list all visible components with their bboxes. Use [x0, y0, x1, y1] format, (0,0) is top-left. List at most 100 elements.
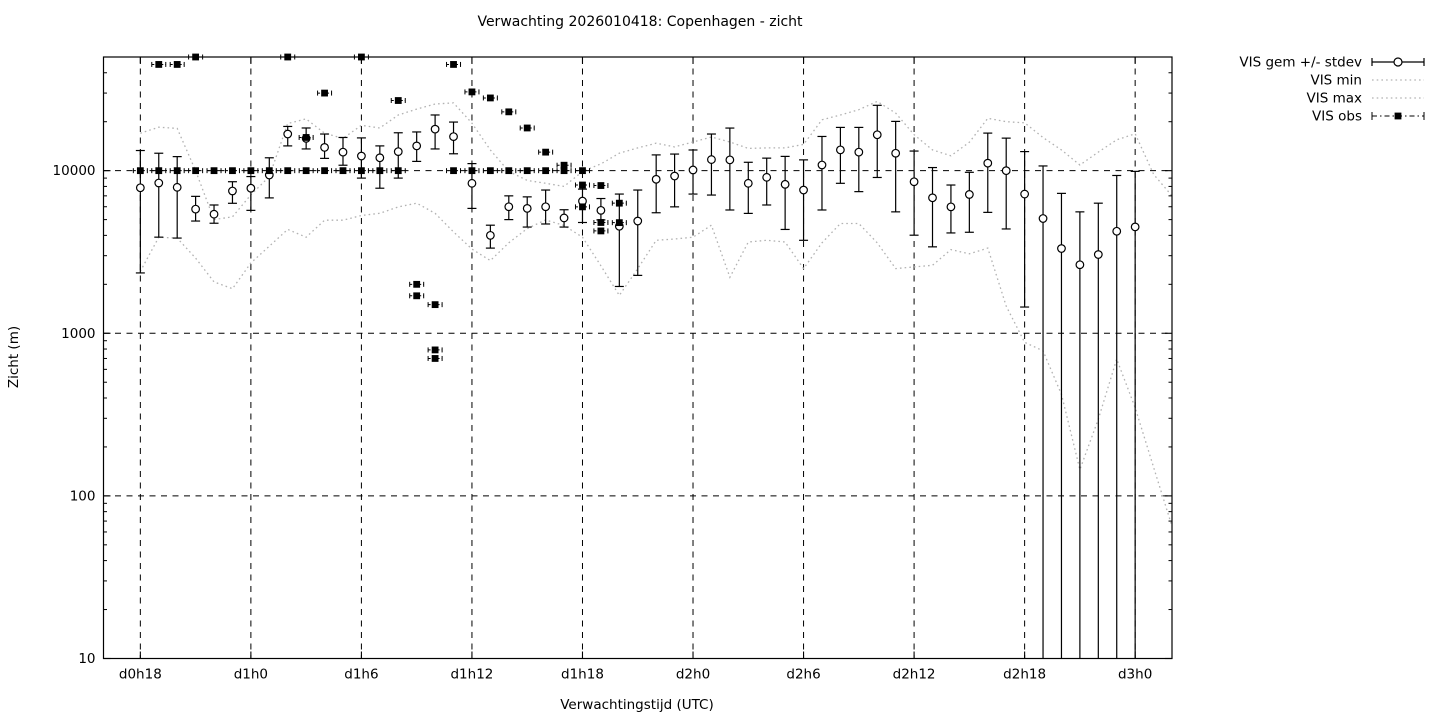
- gem-point: [725, 127, 735, 211]
- gem-point: [338, 136, 348, 166]
- gem-mean-marker: [688, 165, 698, 175]
- obs-point: [353, 167, 369, 175]
- y-tick-label: 100: [70, 488, 96, 504]
- gem-point: [596, 197, 606, 221]
- gem-mean-marker: [909, 177, 919, 187]
- obs-square-marker: [339, 167, 347, 175]
- obs-point: [556, 167, 572, 175]
- obs-point: [593, 227, 609, 235]
- gem-mean-marker: [172, 182, 182, 192]
- gem-mean-marker: [725, 155, 735, 165]
- gem-point: [541, 189, 551, 225]
- obs-point: [206, 167, 222, 175]
- gem-point: [264, 157, 274, 199]
- gem-mean-marker: [357, 151, 366, 161]
- gem-point: [375, 145, 385, 189]
- obs-point: [593, 219, 609, 226]
- gem-point: [1020, 150, 1030, 308]
- gem-point: [614, 193, 624, 288]
- gem-point: [872, 104, 882, 179]
- vis-max-line: [140, 100, 1173, 221]
- obs-square-marker: [136, 167, 144, 175]
- gem-point: [762, 157, 772, 206]
- x-tick-label: d1h0: [234, 667, 268, 683]
- obs-square-marker: [560, 161, 568, 169]
- gem-point: [246, 175, 256, 211]
- gem-mean-marker: [393, 147, 403, 156]
- gem-point: [283, 125, 293, 147]
- obs-point: [243, 167, 259, 175]
- x-tick-label: d1h12: [450, 667, 493, 683]
- legend-label-max: VIS max: [1307, 91, 1363, 107]
- gem-point: [1075, 211, 1085, 659]
- obs-square-marker: [615, 199, 623, 207]
- gem-point: [1001, 137, 1011, 230]
- y-tick-label: 1000: [61, 326, 95, 342]
- obs-square-marker: [450, 61, 457, 68]
- x-tick-label: d2h6: [786, 667, 820, 683]
- gem-mean-marker: [596, 205, 606, 215]
- obs-square-marker: [523, 167, 531, 175]
- gem-mean-marker: [375, 153, 385, 163]
- x-tick-label: d2h18: [1003, 667, 1046, 683]
- gem-mean-marker: [541, 202, 551, 212]
- legend-item-obs: VIS obs: [1312, 109, 1425, 125]
- obs-square-marker: [173, 61, 181, 68]
- gem-mean-marker: [762, 172, 772, 182]
- gem-point: [1093, 202, 1103, 659]
- gem-point: [891, 120, 901, 213]
- obs-point: [169, 167, 185, 175]
- obs-point: [501, 167, 517, 175]
- gem-mean-marker: [1112, 226, 1122, 236]
- obs-square-marker: [523, 124, 531, 132]
- y-axis-label: Zicht (m): [6, 325, 22, 389]
- obs-square-marker: [431, 301, 439, 309]
- obs-point: [280, 167, 296, 175]
- obs-square-marker: [284, 167, 292, 175]
- gem-point: [964, 171, 974, 233]
- gem-mean-marker: [412, 141, 422, 151]
- obs-square-marker: [210, 167, 218, 175]
- y-tick-label: 10: [78, 651, 95, 667]
- gem-mean-marker: [338, 147, 348, 157]
- gem-mean-marker: [1093, 250, 1103, 259]
- vis-obs-points: [132, 53, 627, 362]
- plot-border: [102, 56, 1173, 660]
- gem-point: [706, 133, 716, 196]
- obs-point: [372, 167, 388, 175]
- legend-item-min: VIS min: [1310, 73, 1424, 89]
- obs-square-marker: [597, 219, 605, 226]
- obs-point: [611, 199, 627, 207]
- gem-point: [154, 152, 164, 238]
- obs-square-marker: [413, 292, 421, 300]
- gem-mean-marker: [191, 204, 201, 214]
- gem-point: [449, 121, 459, 155]
- obs-point: [390, 97, 406, 104]
- gem-point: [504, 195, 514, 221]
- gem-point: [522, 196, 532, 228]
- obs-square-marker: [542, 148, 550, 156]
- gem-point: [780, 155, 790, 231]
- obs-square-marker: [394, 97, 402, 104]
- obs-square-marker: [597, 182, 605, 189]
- gem-mean-marker: [799, 185, 808, 195]
- obs-point: [390, 167, 406, 175]
- grid-lines: [103, 57, 1172, 659]
- x-tick-label: d0h18: [119, 667, 162, 683]
- gem-mean-marker: [964, 190, 974, 199]
- legend: VIS gem +/- stdev VIS min VIS max VIS obs: [1239, 55, 1425, 125]
- gem-point: [799, 159, 809, 241]
- gem-mean-marker: [1020, 189, 1030, 199]
- gem-point: [209, 204, 219, 224]
- gem-mean-marker: [522, 204, 532, 213]
- obs-square-marker: [155, 167, 163, 175]
- obs-point: [446, 61, 462, 68]
- obs-square-marker: [173, 167, 181, 175]
- obs-point: [482, 167, 498, 175]
- obs-point: [151, 167, 167, 175]
- tick-labels: 10 100 1000 10000 d0h18 d1h0 d1h6 d1h12 d1h18 d2h…: [53, 163, 1153, 682]
- obs-square-marker: [486, 167, 494, 175]
- obs-point: [464, 167, 480, 175]
- gem-point: [743, 161, 753, 214]
- chart-title: Verwachting 2026010418: Copenhagen - zic…: [477, 14, 803, 30]
